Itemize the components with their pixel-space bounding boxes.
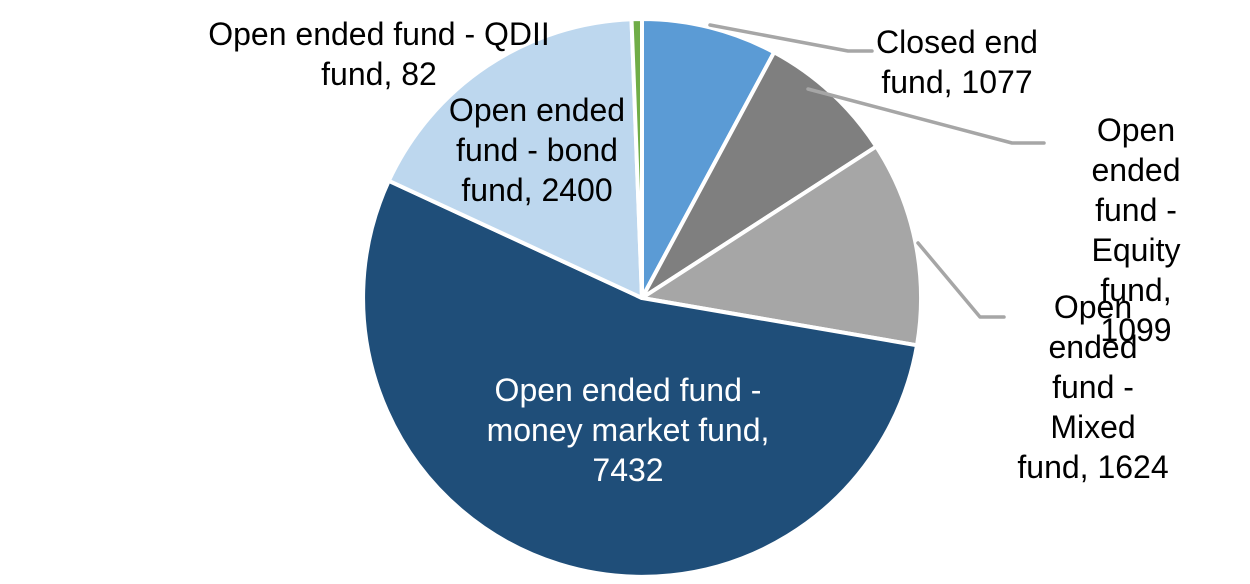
pie-slice-1 xyxy=(640,50,879,300)
pie-slice-4 xyxy=(386,17,644,300)
pie-slices xyxy=(361,17,923,579)
leader-line-mixed-fund xyxy=(916,241,1006,319)
pie-label-bond-fund: Open ended fund - bond fund, 2400 xyxy=(448,92,626,208)
pie-label-mixed-fund: Open ended fund - Mixed fund, 1624 xyxy=(1017,289,1169,485)
pie-slice-3 xyxy=(361,178,919,579)
pie-label-money-market-fund: Open ended fund - money market fund, 743… xyxy=(486,372,770,488)
pie-label-equity-fund: Open ended fund - Equity fund, 1099 xyxy=(1091,112,1181,348)
leader-line-equity-fund xyxy=(806,87,1046,145)
pie-slice-5 xyxy=(629,17,644,300)
pie-slice-2 xyxy=(640,144,923,348)
leader-line-closed-end-fund xyxy=(708,23,874,53)
pie-slice-0 xyxy=(640,17,777,300)
pie-label-qdii-fund: Open ended fund - QDII fund, 82 xyxy=(208,16,550,92)
pie-label-closed-end-fund: Closed end fund, 1077 xyxy=(876,24,1038,100)
